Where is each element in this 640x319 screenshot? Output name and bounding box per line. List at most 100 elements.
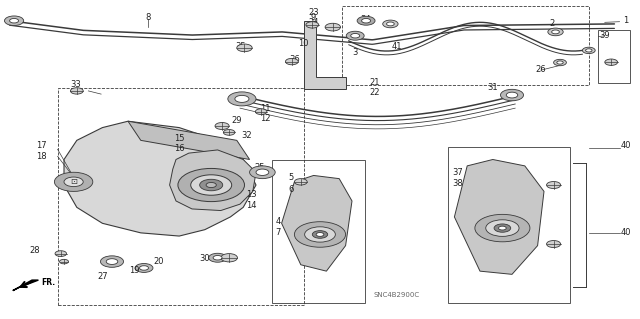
Circle shape bbox=[362, 19, 371, 23]
Circle shape bbox=[135, 263, 153, 272]
Text: 22: 22 bbox=[369, 88, 380, 97]
Text: 16: 16 bbox=[174, 144, 184, 153]
Text: 5: 5 bbox=[289, 173, 294, 182]
Circle shape bbox=[346, 31, 364, 40]
Circle shape bbox=[548, 28, 563, 36]
Text: 23: 23 bbox=[308, 8, 319, 17]
Circle shape bbox=[506, 92, 518, 98]
Text: 21: 21 bbox=[369, 78, 380, 87]
Circle shape bbox=[209, 253, 227, 262]
Text: 17: 17 bbox=[36, 141, 47, 150]
Text: 2: 2 bbox=[549, 19, 554, 28]
Text: 4: 4 bbox=[276, 217, 281, 226]
Polygon shape bbox=[170, 150, 256, 211]
Text: 31: 31 bbox=[488, 83, 498, 92]
Text: 11: 11 bbox=[260, 104, 271, 113]
Circle shape bbox=[223, 130, 235, 135]
Text: 40: 40 bbox=[621, 141, 631, 150]
Text: 41: 41 bbox=[392, 42, 402, 51]
Text: 28: 28 bbox=[30, 246, 40, 255]
Circle shape bbox=[294, 222, 346, 247]
Circle shape bbox=[325, 23, 340, 31]
Text: 27: 27 bbox=[97, 272, 108, 281]
Circle shape bbox=[294, 179, 307, 185]
Bar bbox=[598, 30, 630, 83]
Text: 14: 14 bbox=[246, 201, 257, 210]
Circle shape bbox=[70, 88, 83, 94]
Text: 3: 3 bbox=[353, 48, 358, 57]
Circle shape bbox=[4, 16, 24, 26]
Polygon shape bbox=[282, 175, 352, 271]
Polygon shape bbox=[128, 121, 250, 160]
Bar bbox=[448, 147, 570, 303]
Polygon shape bbox=[13, 280, 38, 291]
Text: 34: 34 bbox=[361, 15, 371, 24]
Text: 24: 24 bbox=[308, 18, 319, 27]
Circle shape bbox=[312, 231, 328, 238]
Circle shape bbox=[250, 166, 275, 179]
Text: 35: 35 bbox=[236, 42, 246, 51]
Text: 9: 9 bbox=[311, 13, 316, 22]
Circle shape bbox=[547, 241, 561, 248]
Text: SNC4B2900C: SNC4B2900C bbox=[374, 292, 420, 298]
Text: 38: 38 bbox=[452, 179, 463, 188]
Bar bbox=[342, 6, 589, 85]
Polygon shape bbox=[304, 21, 346, 89]
Text: 26: 26 bbox=[536, 65, 546, 74]
Circle shape bbox=[106, 259, 118, 264]
Text: 39: 39 bbox=[600, 31, 610, 40]
Polygon shape bbox=[454, 160, 544, 274]
Circle shape bbox=[552, 30, 559, 34]
Circle shape bbox=[500, 89, 524, 101]
Circle shape bbox=[316, 233, 324, 236]
Circle shape bbox=[10, 19, 19, 23]
Circle shape bbox=[206, 182, 216, 188]
Circle shape bbox=[486, 220, 519, 236]
Bar bbox=[272, 160, 365, 303]
Text: 20: 20 bbox=[154, 257, 164, 266]
Text: 18: 18 bbox=[36, 152, 47, 161]
Circle shape bbox=[228, 92, 256, 106]
Text: 37: 37 bbox=[452, 168, 463, 177]
Circle shape bbox=[60, 259, 68, 264]
Circle shape bbox=[140, 266, 148, 270]
Circle shape bbox=[215, 122, 229, 130]
Circle shape bbox=[64, 177, 83, 187]
Circle shape bbox=[221, 254, 237, 262]
Circle shape bbox=[178, 168, 244, 202]
Circle shape bbox=[305, 227, 335, 242]
Text: 7: 7 bbox=[276, 228, 281, 237]
Bar bbox=[58, 88, 304, 305]
Circle shape bbox=[554, 59, 566, 66]
Text: 19: 19 bbox=[129, 266, 140, 275]
Circle shape bbox=[200, 179, 223, 191]
Circle shape bbox=[351, 33, 360, 38]
Circle shape bbox=[55, 251, 67, 256]
Text: 12: 12 bbox=[260, 114, 271, 122]
Circle shape bbox=[357, 16, 375, 25]
Text: 29: 29 bbox=[232, 116, 242, 125]
Circle shape bbox=[54, 172, 93, 191]
Circle shape bbox=[213, 256, 222, 260]
Text: 15: 15 bbox=[174, 134, 184, 143]
Polygon shape bbox=[64, 121, 256, 236]
Circle shape bbox=[605, 59, 618, 65]
Circle shape bbox=[475, 214, 530, 242]
Circle shape bbox=[387, 22, 394, 26]
Circle shape bbox=[586, 49, 592, 52]
Text: ⊡: ⊡ bbox=[70, 177, 77, 186]
Circle shape bbox=[494, 224, 511, 232]
Text: 40: 40 bbox=[621, 228, 631, 237]
Text: 8: 8 bbox=[146, 13, 151, 22]
Text: 36: 36 bbox=[289, 56, 300, 64]
Circle shape bbox=[582, 47, 595, 54]
Circle shape bbox=[383, 20, 398, 28]
Circle shape bbox=[547, 182, 561, 189]
Text: 10: 10 bbox=[298, 39, 308, 48]
Circle shape bbox=[285, 58, 298, 65]
Text: 1: 1 bbox=[623, 16, 628, 25]
Circle shape bbox=[557, 61, 563, 64]
Circle shape bbox=[499, 226, 506, 230]
Text: 13: 13 bbox=[246, 190, 257, 199]
Circle shape bbox=[255, 109, 267, 115]
